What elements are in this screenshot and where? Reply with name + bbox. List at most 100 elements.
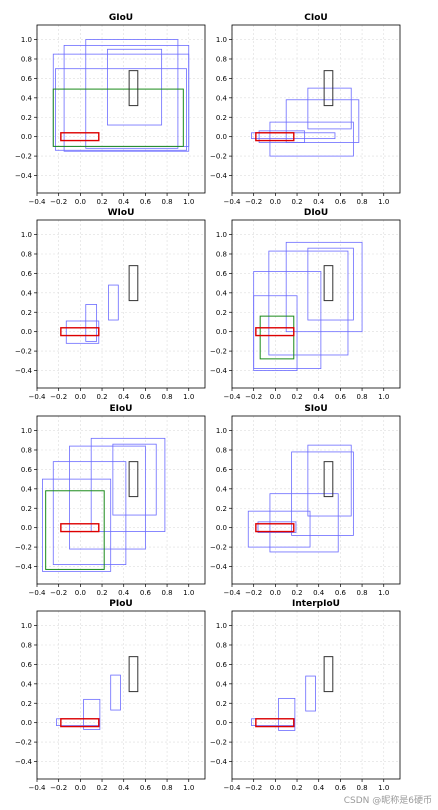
- predicted-box: [278, 697, 296, 731]
- y-tick-label: 0.2: [21, 505, 32, 513]
- y-tick-label: 0.4: [216, 289, 228, 297]
- x-tick-label: −0.4: [29, 784, 47, 792]
- x-tick-label: 1.0: [183, 589, 194, 597]
- y-tick-label: 1.0: [21, 231, 32, 239]
- y-tick-label: −0.2: [210, 348, 227, 356]
- predicted-box: [251, 718, 295, 726]
- x-tick-label: 0.6: [335, 589, 347, 597]
- subplot-giou: −0.4 −0.2 0.0 0.2 0.4 0.6 0.8 1.0−0.4−0.20.00.2…: [15, 13, 206, 206]
- y-tick-label: −0.4: [210, 563, 228, 571]
- x-tick-label: 0.4: [313, 784, 325, 792]
- watermark: CSDN @昵称是6硬币: [343, 796, 432, 806]
- predicted-box: [55, 68, 187, 151]
- y-tick-label: 0.0: [21, 524, 32, 532]
- predicted-box: [90, 437, 166, 532]
- x-tick-label: 0.2: [96, 784, 107, 792]
- y-tick-label: −0.4: [210, 172, 228, 180]
- y-tick-label: 0.4: [216, 485, 228, 493]
- x-tick-label: 1.0: [183, 784, 194, 792]
- predicted-box: [83, 698, 101, 730]
- predicted-box: [257, 521, 297, 533]
- y-tick-label: 0.2: [216, 114, 227, 122]
- x-tick-label: 0.4: [118, 393, 130, 401]
- y-tick-label: 0.0: [216, 133, 227, 141]
- predicted-box: [258, 130, 306, 143]
- x-tick-label: 1.0: [183, 393, 194, 401]
- y-tick-label: 1.0: [216, 36, 227, 44]
- y-tick-label: 0.2: [216, 505, 227, 513]
- subplot-title: GIoU: [109, 13, 133, 23]
- x-tick-label: 1.0: [183, 198, 194, 206]
- x-tick-label: 0.0: [270, 589, 281, 597]
- x-tick-label: 0.2: [291, 589, 302, 597]
- y-tick-label: 1.0: [21, 427, 32, 435]
- predicted-box: [305, 675, 316, 712]
- x-tick-label: −0.4: [29, 589, 47, 597]
- y-tick-label: 0.8: [216, 641, 227, 649]
- y-tick-label: −0.4: [15, 172, 33, 180]
- axes-frame: [36, 24, 206, 194]
- predicted-box: [85, 39, 179, 149]
- subplot-siou: −0.4 −0.2 0.0 0.2 0.4 0.6 0.8 1.0−0.4−0.20.00.2…: [210, 404, 401, 597]
- y-tick-label: −0.4: [15, 563, 33, 571]
- x-tick-label: 0.4: [313, 198, 325, 206]
- target-box: [128, 70, 139, 107]
- predicted-box: [65, 320, 100, 344]
- x-tick-label: 0.4: [313, 589, 325, 597]
- target-box: [128, 461, 139, 498]
- axes-frame: [231, 610, 401, 780]
- y-tick-label: 0.4: [216, 680, 228, 688]
- x-tick-label: 0.6: [335, 198, 347, 206]
- y-tick-label: 0.8: [216, 55, 227, 63]
- ground-truth-box: [255, 132, 295, 142]
- subplot-interpiou: −0.4 −0.2 0.0 0.2 0.4 0.6 0.8 1.0−0.4−0.20.00.2…: [210, 599, 401, 792]
- x-tick-label: 0.2: [96, 589, 107, 597]
- x-tick-label: −0.2: [245, 589, 262, 597]
- y-tick-label: 0.6: [216, 270, 228, 278]
- x-tick-label: 0.6: [140, 198, 152, 206]
- y-tick-label: 0.0: [216, 719, 227, 727]
- x-tick-label: 1.0: [378, 589, 389, 597]
- y-tick-label: 0.8: [216, 250, 227, 258]
- predicted-box: [110, 674, 121, 711]
- axes-frame: [36, 219, 206, 389]
- x-tick-label: −0.2: [50, 589, 67, 597]
- axes-frame: [231, 219, 401, 389]
- x-tick-label: 0.2: [96, 393, 107, 401]
- predicted-box: [291, 451, 354, 536]
- x-tick-label: 0.4: [118, 589, 130, 597]
- y-tick-label: 0.2: [21, 309, 32, 317]
- x-tick-label: 1.0: [378, 784, 389, 792]
- target-box: [323, 461, 334, 498]
- y-tick-label: −0.2: [15, 544, 32, 552]
- y-tick-label: 0.4: [21, 94, 33, 102]
- x-tick-label: −0.2: [245, 393, 262, 401]
- subplot-title: DIoU: [304, 208, 328, 218]
- subplot-title: WIoU: [108, 208, 135, 218]
- x-tick-label: 0.6: [140, 393, 152, 401]
- ground-truth-box: [255, 523, 295, 533]
- target-box: [323, 70, 334, 107]
- predicted-box: [269, 121, 354, 157]
- predicted-box: [42, 478, 112, 572]
- y-tick-label: 1.0: [216, 427, 227, 435]
- ground-truth-box: [60, 132, 100, 142]
- ground-truth-box: [255, 327, 295, 337]
- y-tick-label: 1.0: [21, 622, 32, 630]
- x-tick-label: 0.0: [270, 393, 281, 401]
- y-tick-label: 0.6: [216, 466, 228, 474]
- x-tick-label: 0.2: [291, 198, 302, 206]
- x-tick-label: 0.6: [140, 589, 152, 597]
- y-tick-label: 0.4: [216, 94, 228, 102]
- x-tick-label: 0.2: [291, 393, 302, 401]
- subplot-title: CIoU: [304, 13, 327, 23]
- y-tick-label: 0.0: [21, 719, 32, 727]
- y-tick-label: −0.2: [210, 739, 227, 747]
- y-tick-label: 0.2: [216, 700, 227, 708]
- x-tick-label: −0.4: [224, 198, 242, 206]
- subplot-piou: −0.4 −0.2 0.0 0.2 0.4 0.6 0.8 1.0−0.4−0.20.00.2…: [15, 599, 206, 792]
- x-tick-label: 0.2: [96, 198, 107, 206]
- y-tick-label: 0.0: [216, 524, 227, 532]
- y-tick-label: 0.6: [216, 75, 228, 83]
- x-tick-label: −0.2: [245, 784, 262, 792]
